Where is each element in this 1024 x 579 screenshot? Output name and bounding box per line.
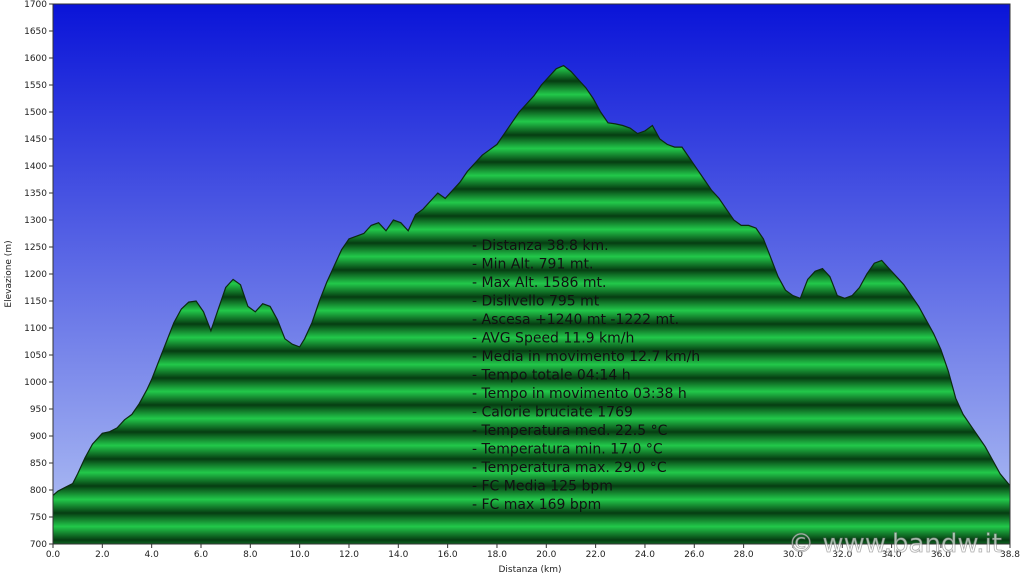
y-tick-label: 750: [30, 513, 47, 523]
y-tick-label: 1700: [24, 0, 47, 10]
x-tick-label: 24.0: [635, 550, 655, 560]
y-axis-label: Elevazione (m): [4, 240, 14, 307]
route-stat-line: - Dislivello 795 mt: [472, 294, 600, 310]
y-tick-label: 1550: [24, 81, 47, 91]
y-tick-label: 1600: [24, 54, 47, 64]
x-tick-label: 8.0: [243, 550, 258, 560]
route-stat-line: - FC Media 125 bpm: [472, 479, 613, 495]
route-stat-line: - Temperatura max. 29.0 °C: [472, 460, 667, 476]
route-stat-line: - AVG Speed 11.9 km/h: [472, 331, 634, 347]
x-tick-label: 6.0: [194, 550, 209, 560]
y-tick-label: 1050: [24, 351, 47, 361]
x-tick-label: 30.0: [783, 550, 803, 560]
y-tick-label: 900: [30, 432, 47, 442]
route-stat-line: - Tempo in movimento 03:38 h: [472, 386, 687, 402]
x-tick-label: 34.0: [882, 550, 902, 560]
x-tick-label: 14.0: [388, 550, 408, 560]
y-tick-label: 1000: [24, 378, 47, 388]
y-tick-label: 1500: [24, 108, 47, 118]
x-tick-label: 10.0: [290, 550, 310, 560]
route-stat-line: - Max Alt. 1586 mt.: [472, 275, 606, 291]
elevation-profile-line: [53, 64, 1010, 496]
route-stat-line: - Distanza 38.8 km.: [472, 238, 609, 254]
route-stat-line: - Calorie bruciate 1769: [472, 405, 633, 421]
watermark: © www.bandw.it: [788, 529, 1002, 559]
y-tick-label: 1200: [24, 270, 47, 280]
y-tick-label: 800: [30, 486, 47, 496]
y-tick-label: 1650: [24, 27, 47, 37]
x-tick-label: 2.0: [95, 550, 110, 560]
x-tick-label: 32.0: [832, 550, 852, 560]
x-tick-label: 26.0: [684, 550, 704, 560]
y-tick-label: 1100: [24, 324, 47, 334]
route-stat-line: - Media in movimento 12.7 km/h: [472, 349, 700, 365]
elevation-area: [53, 65, 1010, 544]
x-tick-label: 4.0: [144, 550, 159, 560]
y-tick-label: 1450: [24, 135, 47, 145]
x-tick-label: 38.8: [1000, 550, 1020, 560]
route-stat-line: - FC max 169 bpm: [472, 497, 601, 513]
y-tick-label: 700: [30, 540, 47, 550]
y-tick-label: 950: [30, 405, 47, 415]
x-tick-label: 12.0: [339, 550, 359, 560]
y-tick-label: 1400: [24, 162, 47, 172]
route-stat-line: - Temperatura med. 22.5 °C: [472, 423, 668, 439]
x-tick-label: 16.0: [438, 550, 458, 560]
x-tick-label: 36.0: [931, 550, 951, 560]
x-tick-label: 18.0: [487, 550, 507, 560]
route-stat-line: - Ascesa +1240 mt -1222 mt.: [472, 312, 679, 328]
route-stat-line: - Temperatura min. 17.0 °C: [472, 442, 663, 458]
route-stat-line: - Min Alt. 791 mt.: [472, 257, 593, 273]
y-tick-label: 1350: [24, 189, 47, 199]
x-axis-label: Distanza (km): [499, 565, 562, 575]
x-axis-ticks: 0.0 2.0 4.0 6.0 8.0 10.0 12.0 14.0 16.0 18.0 20.0 2…: [46, 544, 1020, 560]
x-tick-label: 22.0: [586, 550, 606, 560]
y-tick-label: 1300: [24, 216, 47, 226]
x-tick-label: 0.0: [46, 550, 61, 560]
x-tick-label: 20.0: [536, 550, 556, 560]
route-stats-list: - Distanza 38.8 km. - Min Alt. 791 mt. - M…: [472, 238, 700, 513]
route-stat-line: - Tempo totale 04:14 h: [472, 368, 631, 384]
y-tick-label: 1250: [24, 243, 47, 253]
y-tick-label: 1150: [24, 297, 47, 307]
y-tick-label: 850: [30, 459, 47, 469]
y-axis-ticks: 700 750 800 850 900 950 1000 1050 1100 1150 1200 12…: [24, 0, 53, 550]
x-tick-label: 28.0: [734, 550, 754, 560]
